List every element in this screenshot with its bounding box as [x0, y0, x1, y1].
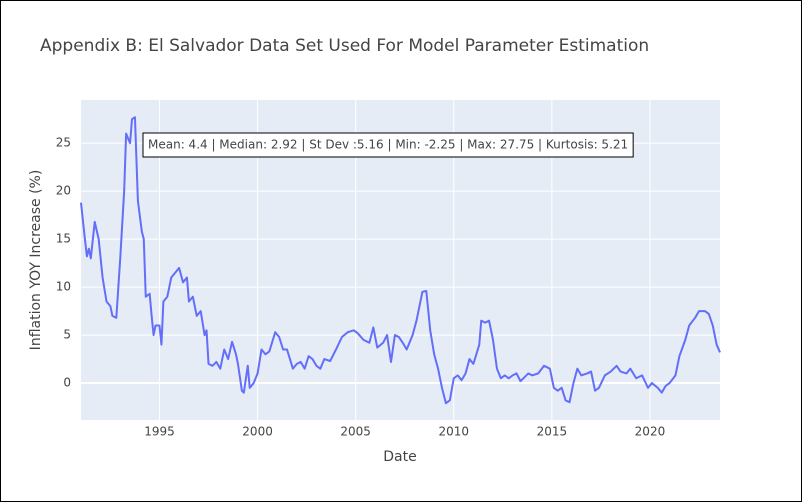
x-tick-label: 2020: [635, 425, 666, 439]
chart-title: Appendix B: El Salvador Data Set Used Fo…: [40, 36, 649, 56]
x-axis-title: Date: [383, 449, 416, 465]
y-tick-label: 5: [63, 328, 71, 342]
y-tick-label: 15: [56, 232, 71, 246]
x-tick-label: 2015: [537, 425, 568, 439]
y-tick-label: 0: [63, 376, 71, 390]
line: [80, 116, 721, 405]
x-tick-label: 2005: [340, 425, 371, 439]
y-tick-label: 25: [56, 136, 71, 150]
y-tick-label: 10: [56, 280, 71, 294]
annotation: Mean: 4.4 | Median: 2.92 | St Dev :5.16 …: [148, 138, 628, 152]
annotation-box: [142, 132, 634, 158]
y-axis-title: Inflation YOY Increase (%): [28, 170, 44, 351]
x-tick-label: 1995: [144, 425, 175, 439]
x-tick-label: 2010: [438, 425, 469, 439]
y-tick-label: 20: [56, 184, 71, 198]
x-tick-label: 2000: [242, 425, 273, 439]
